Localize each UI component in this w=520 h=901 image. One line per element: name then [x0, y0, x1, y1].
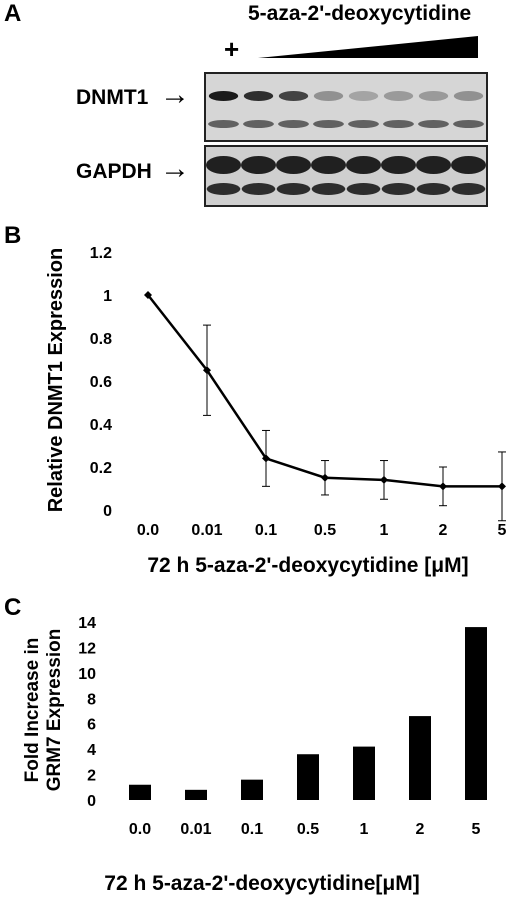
- bar: [129, 784, 151, 800]
- dnmt1-lower-band: [453, 120, 484, 128]
- panel-label-c: C: [4, 594, 22, 621]
- dnmt1-upper-band: [418, 91, 449, 101]
- gapdh-blot: [204, 145, 488, 207]
- bar: [185, 789, 207, 800]
- dnmt1-lower-band: [313, 120, 344, 128]
- dnmt1-lower-band: [383, 120, 414, 128]
- dnmt1-upper-band: [313, 91, 344, 101]
- gapdh-upper-band: [416, 156, 451, 174]
- bar: [297, 754, 319, 800]
- y-tick-label: 0.8: [90, 331, 112, 348]
- dnmt1-row-label: DNMT1: [76, 86, 149, 109]
- x-axis-label: 72 h 5-aza-2'-deoxycytidine[μM]: [104, 872, 419, 895]
- y-tick-label: 14: [78, 615, 96, 632]
- bar: [241, 779, 263, 800]
- y-tick-label: 6: [87, 717, 96, 734]
- dose-gradient-wedge: [258, 36, 478, 58]
- y-tick-label: 12: [78, 640, 96, 657]
- gapdh-row-label: GAPDH: [76, 160, 152, 183]
- y-tick-label: 4: [87, 742, 96, 759]
- dnmt1-upper-band: [383, 91, 414, 101]
- y-tick-label: 10: [78, 666, 96, 683]
- data-point: [439, 482, 447, 491]
- panel-label-a: A: [4, 0, 22, 27]
- data-point: [262, 454, 270, 463]
- gapdh-lower-band: [416, 183, 451, 195]
- gapdh-upper-band: [451, 156, 486, 174]
- control-plus-mark: +: [224, 34, 240, 64]
- dnmt1-lower-band: [418, 120, 449, 128]
- x-tick-label: 0.1: [255, 522, 277, 539]
- dnmt1-lower-band: [208, 120, 239, 128]
- x-tick-label: 5: [472, 821, 481, 838]
- gapdh-lower-band: [206, 183, 241, 195]
- x-tick-label: 5: [498, 522, 507, 539]
- data-point: [321, 473, 329, 482]
- x-axis-label: 72 h 5-aza-2'-deoxycytidine [μM]: [147, 554, 468, 577]
- y-tick-label: 1.2: [90, 245, 112, 262]
- gapdh-lower-band: [381, 183, 416, 195]
- x-tick-label: 0.01: [180, 821, 211, 838]
- gapdh-lower-band: [451, 183, 486, 195]
- gapdh-arrow-icon: →: [160, 152, 190, 185]
- gapdh-upper-band: [276, 156, 311, 174]
- gapdh-lower-band: [346, 183, 381, 195]
- y-tick-label: 0: [103, 503, 112, 520]
- data-point: [498, 482, 506, 491]
- gapdh-upper-band: [346, 156, 381, 174]
- gapdh-lower-band: [276, 183, 311, 195]
- dnmt1-upper-band: [453, 91, 484, 101]
- y-tick-label: 0.4: [90, 417, 112, 434]
- y-tick-label: 2: [87, 768, 96, 785]
- y-tick-label: 1: [103, 288, 112, 305]
- y-tick-label: 0.2: [90, 460, 112, 477]
- bar: [353, 746, 375, 800]
- dnmt1-lower-band: [348, 120, 379, 128]
- gapdh-upper-band: [241, 156, 276, 174]
- dnmt1-lower-band: [278, 120, 309, 128]
- dnmt1-lower-band: [243, 120, 274, 128]
- data-point: [144, 291, 152, 299]
- x-tick-label: 0.1: [241, 821, 263, 838]
- bar: [409, 716, 431, 800]
- x-tick-label: 1: [380, 522, 389, 539]
- gapdh-lower-band: [311, 183, 346, 195]
- gapdh-upper-band: [206, 156, 241, 174]
- data-point: [203, 366, 211, 375]
- gapdh-upper-band: [311, 156, 346, 174]
- x-tick-label: 0.0: [129, 821, 151, 838]
- dnmt1-upper-band: [208, 91, 239, 101]
- dnmt1-bands: [208, 91, 484, 128]
- gapdh-bands: [206, 156, 486, 195]
- y-axis-label-line1: Fold Increase in: [22, 638, 43, 783]
- x-tick-label: 0.0: [137, 522, 159, 539]
- y-tick-label: 0: [87, 793, 96, 810]
- dnmt1-blot: [204, 72, 488, 142]
- y-axis-label: Relative DNMT1 Expression: [45, 248, 67, 513]
- y-axis-label-line2: GRM7 Expression: [44, 629, 65, 792]
- gapdh-upper-band: [381, 156, 416, 174]
- dnmt1-line-chart: 0 0.2 0.4 0.6 0.8 1 1.2 Relative DNMT1 Expressi…: [45, 245, 507, 577]
- x-tick-label: 0.5: [314, 522, 336, 539]
- dnmt1-upper-band: [243, 91, 274, 101]
- bar: [465, 627, 487, 800]
- y-tick-label: 0.6: [90, 374, 112, 391]
- treatment-label: 5-aza-2'-deoxycytidine: [248, 2, 472, 25]
- x-tick-label: 1: [360, 821, 369, 838]
- data-point: [380, 475, 388, 484]
- x-tick-label: 0.01: [191, 522, 222, 539]
- dnmt1-upper-band: [278, 91, 309, 101]
- x-tick-label: 2: [439, 522, 448, 539]
- dnmt1-upper-band: [348, 91, 379, 101]
- x-tick-label: 0.5: [297, 821, 319, 838]
- dnmt1-arrow-icon: →: [160, 78, 190, 111]
- x-tick-label: 2: [416, 821, 425, 838]
- y-tick-label: 8: [87, 691, 96, 708]
- series-line: [147, 294, 502, 488]
- panel-label-b: B: [4, 222, 22, 249]
- gapdh-lower-band: [241, 183, 276, 195]
